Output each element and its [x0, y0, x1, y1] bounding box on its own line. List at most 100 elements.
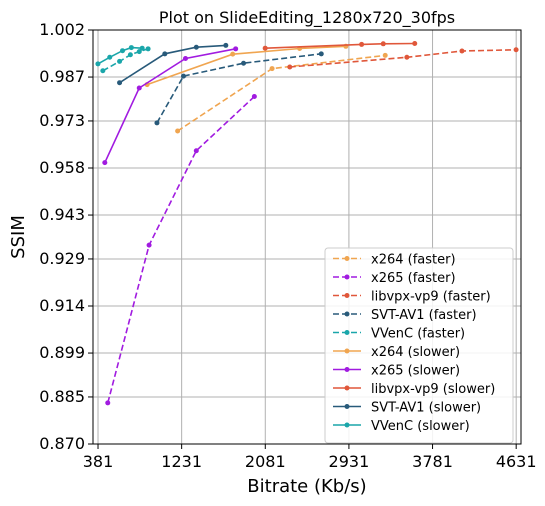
series-line [265, 42, 415, 49]
data-point [136, 85, 142, 91]
data-point [139, 45, 145, 51]
data-point [182, 56, 188, 62]
legend-marker [344, 330, 350, 335]
data-point [251, 93, 257, 99]
series-7 [262, 40, 418, 51]
legend-marker [344, 367, 350, 372]
legend-label: libvpx-vp9 (faster) [371, 290, 491, 305]
chart-title: Plot on SlideEditing_1280x720_30fps [159, 8, 455, 28]
legend-label: x264 (faster) [371, 253, 456, 268]
series-2 [287, 47, 519, 70]
grid [93, 29, 521, 445]
y-tick-label: 0.914 [39, 296, 85, 315]
x-axis-label: Bitrate (Kb/s) [247, 476, 366, 497]
x-tick-label: 2931 [329, 452, 370, 471]
y-axis-label: SSIM [8, 215, 29, 259]
data-point [412, 40, 418, 46]
data-point [241, 60, 247, 66]
legend-marker [344, 422, 350, 428]
x-tick-label: 1231 [161, 452, 202, 471]
y-tick-label: 0.929 [39, 249, 85, 268]
series-line [156, 53, 322, 124]
data-point [102, 160, 108, 166]
series-line [107, 95, 255, 404]
legend-marker [344, 311, 350, 317]
legend-marker [344, 293, 350, 298]
data-point [120, 48, 126, 54]
data-point [287, 64, 293, 70]
data-point [107, 54, 113, 60]
data-point [175, 128, 181, 134]
data-point [262, 45, 268, 51]
data-point [105, 400, 111, 406]
legend-marker [344, 348, 350, 354]
series-3 [154, 51, 324, 126]
legend-label: x265 (slower) [371, 364, 460, 379]
data-point [382, 52, 388, 58]
data-point [513, 47, 519, 53]
x-tick-label: 4631 [496, 452, 537, 471]
y-tick-label: 0.943 [39, 205, 85, 224]
data-point [127, 52, 133, 58]
legend-label: VVenC (slower) [371, 419, 470, 434]
data-point [117, 58, 123, 64]
data-point [100, 68, 106, 74]
data-point [459, 48, 465, 54]
data-point [146, 242, 152, 248]
series-line [119, 44, 226, 84]
series-lines [95, 40, 519, 406]
y-tick-label: 1.002 [39, 20, 85, 39]
series-0 [175, 52, 388, 134]
y-tick-label: 0.870 [39, 434, 85, 453]
legend: x264 (faster) x265 (faster) libvpx-vp9 (fa… [324, 247, 514, 444]
data-point [95, 61, 101, 67]
data-point [193, 44, 199, 50]
series-8 [117, 42, 229, 86]
data-point [380, 41, 386, 47]
data-point [269, 66, 275, 72]
y-tick-label: 0.899 [39, 343, 85, 362]
series-4 [100, 46, 151, 74]
data-point [233, 46, 239, 52]
data-point [404, 54, 410, 60]
series-1 [105, 93, 257, 406]
data-point [154, 120, 160, 126]
x-tick-label: 381 [83, 452, 114, 471]
legend-box [324, 247, 514, 444]
data-point [145, 46, 151, 52]
y-tick-label: 0.885 [39, 387, 85, 406]
legend-marker [344, 404, 350, 409]
legend-label: VVenC (faster) [371, 327, 465, 342]
data-point [230, 51, 236, 57]
legend-label: libvpx-vp9 (slower) [371, 382, 495, 397]
series-line [289, 49, 517, 68]
legend-marker [344, 256, 350, 261]
series-6 [102, 46, 239, 166]
series-line [104, 48, 236, 164]
data-point [128, 45, 134, 51]
y-tick-label: 0.987 [39, 67, 85, 86]
series-line [146, 45, 346, 86]
legend-label: x265 (faster) [371, 271, 456, 286]
data-point [318, 51, 324, 57]
legend-label: SVT-AV1 (slower) [371, 401, 481, 416]
data-point [162, 51, 168, 57]
legend-label: x264 (slower) [371, 345, 460, 360]
legend-marker [344, 385, 350, 391]
data-point [136, 49, 142, 55]
x-tick-label: 2081 [245, 452, 286, 471]
data-point [223, 42, 229, 48]
data-point [117, 80, 123, 86]
data-point [359, 41, 365, 47]
legend-label: SVT-AV1 (faster) [371, 308, 477, 323]
plot-frame [92, 29, 522, 445]
y-tick-label: 0.958 [39, 158, 85, 177]
data-point [181, 73, 187, 79]
legend-marker [344, 274, 350, 280]
x-tick-label: 3781 [412, 452, 453, 471]
data-point [193, 148, 199, 154]
series-line [177, 54, 386, 132]
y-tick-label: 0.973 [39, 111, 85, 130]
